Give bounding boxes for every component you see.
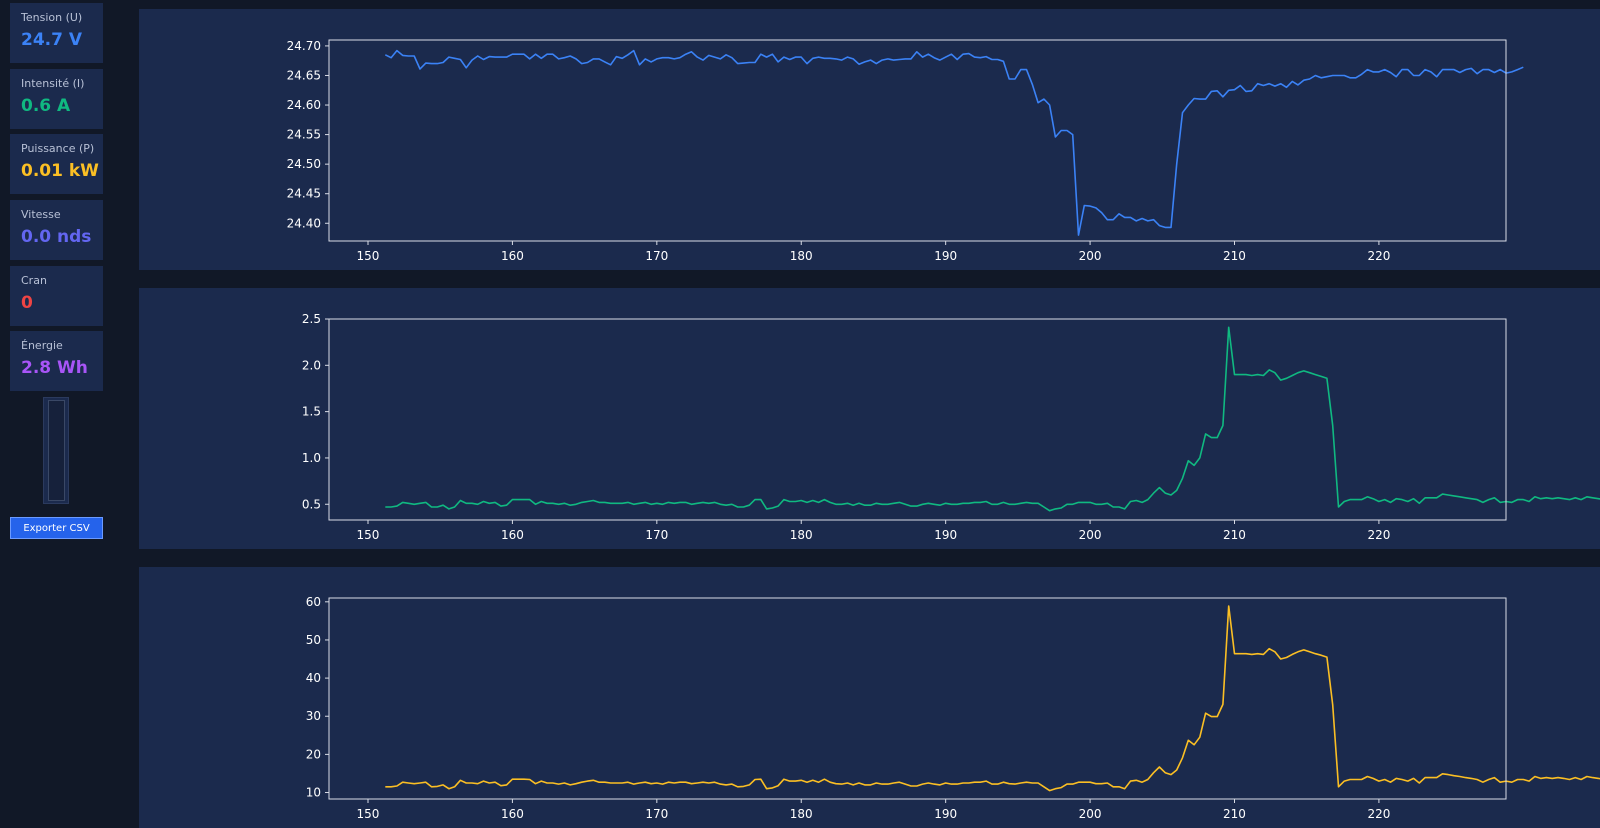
card-intensite-label: Intensité (I) xyxy=(21,77,85,90)
card-tension-value: 24.7 V xyxy=(21,30,83,50)
x-tick-label: 200 xyxy=(1079,807,1102,821)
y-tick-label: 1.0 xyxy=(302,451,321,465)
y-tick-label: 24.45 xyxy=(287,187,321,201)
cran-gauge-track xyxy=(48,400,65,501)
card-vitesse-value: 0.0 nds xyxy=(21,227,92,247)
y-tick-label: 20 xyxy=(306,747,321,761)
card-energie-value: 2.8 Wh xyxy=(21,358,88,378)
card-cran-label: Cran xyxy=(21,274,47,287)
card-tension: Tension (U) 24.7 V xyxy=(10,3,103,63)
x-tick-label: 190 xyxy=(934,528,957,542)
x-tick-label: 160 xyxy=(501,807,524,821)
card-puissance: Puissance (P) 0.01 kW xyxy=(10,134,103,194)
card-energie: Énergie 2.8 Wh xyxy=(10,331,103,391)
x-tick-label: 170 xyxy=(645,528,668,542)
x-tick-label: 150 xyxy=(357,249,380,263)
x-tick-label: 210 xyxy=(1223,528,1246,542)
chart-panel-intensite: 150 160 170 180 190 200 210 220 0.5 1.0 1.5 2.0 2.5 xyxy=(139,288,1600,549)
x-tick-label: 220 xyxy=(1367,807,1390,821)
card-puissance-value: 0.01 kW xyxy=(21,161,99,181)
x-tick-label: 180 xyxy=(790,807,813,821)
y-tick-label: 2.5 xyxy=(302,312,321,326)
cran-gauge xyxy=(43,397,69,504)
intensite-chart: 150 160 170 180 190 200 210 220 0.5 1.0 1.5 2.0 2.5 xyxy=(302,312,1600,542)
y-tick-label: 40 xyxy=(306,671,321,685)
y-tick-label: 10 xyxy=(306,786,321,800)
card-tension-label: Tension (U) xyxy=(21,11,83,24)
x-tick-label: 180 xyxy=(790,249,813,263)
plot-frame xyxy=(328,597,1507,800)
x-tick-label: 200 xyxy=(1079,249,1102,263)
y-tick-label: 24.55 xyxy=(287,128,321,142)
y-tick-label: 24.60 xyxy=(287,98,321,112)
plot-frame xyxy=(328,39,1507,242)
chart-panel-tension: 150 160 170 180 190 200 210 220 24.40 24.45 24.50 2… xyxy=(139,9,1600,270)
y-tick-label: 24.70 xyxy=(287,39,321,53)
x-tick-label: 190 xyxy=(934,249,957,263)
puissance-chart: 150 160 170 180 190 200 210 220 10 20 30 40 50 60 xyxy=(306,595,1600,821)
series-line xyxy=(385,605,1600,792)
series-line xyxy=(385,326,1600,512)
y-tick-label: 1.5 xyxy=(302,405,321,419)
x-tick-label: 170 xyxy=(645,807,668,821)
x-tick-label: 220 xyxy=(1367,528,1390,542)
x-tick-label: 180 xyxy=(790,528,813,542)
plot-frame xyxy=(328,318,1507,521)
tension-chart: 150 160 170 180 190 200 210 220 24.40 24.45 24.50 2… xyxy=(287,39,1524,263)
x-tick-label: 200 xyxy=(1079,528,1102,542)
y-tick-label: 60 xyxy=(306,595,321,609)
card-vitesse-label: Vitesse xyxy=(21,208,61,221)
y-tick-label: 24.50 xyxy=(287,157,321,171)
x-tick-label: 160 xyxy=(501,528,524,542)
y-tick-label: 0.5 xyxy=(302,497,321,511)
y-tick-label: 30 xyxy=(306,709,321,723)
card-vitesse: Vitesse 0.0 nds xyxy=(10,200,103,260)
export-csv-button[interactable]: Exporter CSV xyxy=(10,517,103,539)
x-tick-label: 150 xyxy=(357,528,380,542)
x-tick-label: 160 xyxy=(501,249,524,263)
y-tick-label: 24.40 xyxy=(287,216,321,230)
card-intensite: Intensité (I) 0.6 A xyxy=(10,69,103,129)
card-energie-label: Énergie xyxy=(21,339,63,352)
x-tick-label: 170 xyxy=(645,249,668,263)
x-tick-label: 150 xyxy=(357,807,380,821)
x-tick-label: 210 xyxy=(1223,807,1246,821)
x-tick-label: 220 xyxy=(1367,249,1390,263)
chart-panel-puissance: 150 160 170 180 190 200 210 220 10 20 30 40 50 60 xyxy=(139,567,1600,828)
card-intensite-value: 0.6 A xyxy=(21,96,71,116)
card-cran-value: 0 xyxy=(21,293,33,313)
card-cran: Cran 0 xyxy=(10,266,103,326)
x-tick-label: 210 xyxy=(1223,249,1246,263)
sidebar: Tension (U) 24.7 V Intensité (I) 0.6 A P… xyxy=(0,0,112,825)
card-puissance-label: Puissance (P) xyxy=(21,142,95,155)
series-line xyxy=(384,49,1524,236)
y-tick-label: 2.0 xyxy=(302,358,321,372)
y-tick-label: 50 xyxy=(306,633,321,647)
x-tick-label: 190 xyxy=(934,807,957,821)
y-tick-label: 24.65 xyxy=(287,68,321,82)
